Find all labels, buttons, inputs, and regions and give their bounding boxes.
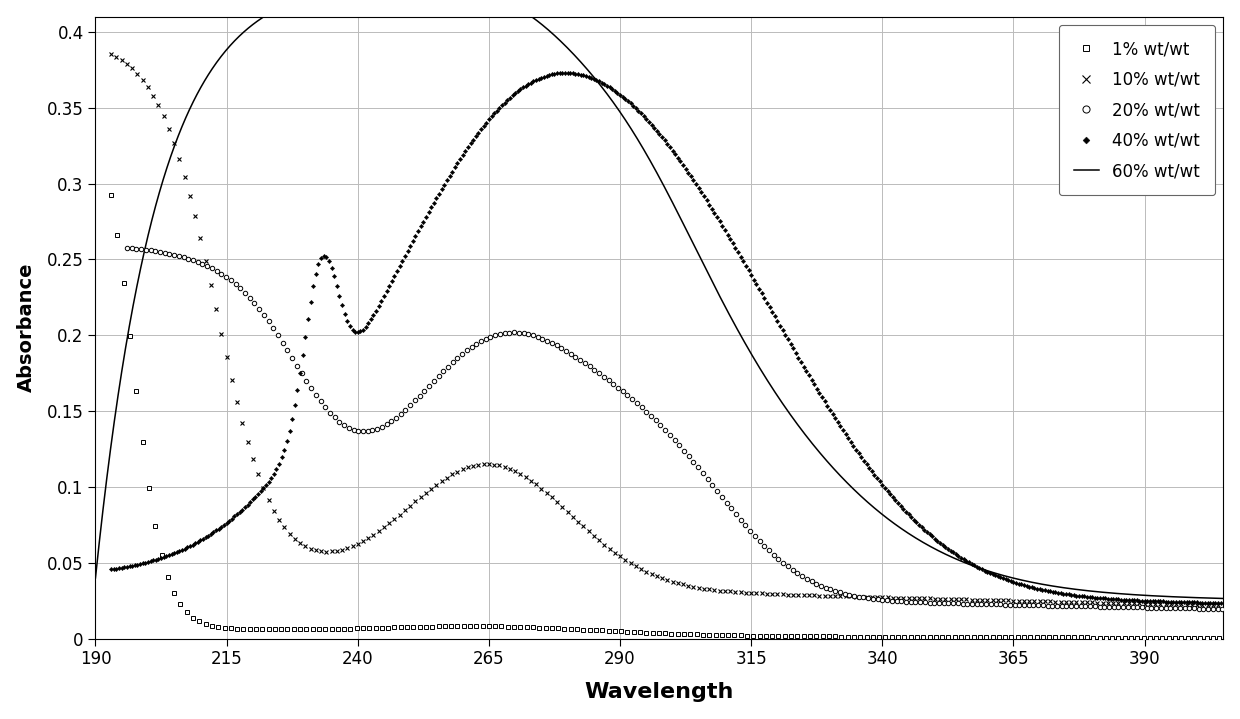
1% wt/wt <box>759 631 774 640</box>
20% wt/wt <box>1215 605 1230 613</box>
40% wt/wt <box>558 68 573 77</box>
40% wt/wt <box>730 248 745 257</box>
Line: 60% wt/wt: 60% wt/wt <box>95 0 1224 598</box>
60% wt/wt <box>730 326 745 335</box>
40% wt/wt <box>293 369 308 377</box>
40% wt/wt <box>1213 599 1228 608</box>
1% wt/wt <box>784 632 799 641</box>
60% wt/wt <box>221 43 236 52</box>
60% wt/wt <box>590 78 605 87</box>
1% wt/wt <box>909 633 924 641</box>
1% wt/wt <box>1048 633 1063 642</box>
1% wt/wt <box>456 622 471 631</box>
40% wt/wt <box>1071 592 1086 600</box>
10% wt/wt <box>104 50 119 58</box>
20% wt/wt <box>119 243 134 252</box>
X-axis label: Wavelength: Wavelength <box>585 682 734 702</box>
40% wt/wt <box>104 565 119 574</box>
20% wt/wt <box>332 417 347 426</box>
10% wt/wt <box>187 212 202 221</box>
10% wt/wt <box>923 594 937 603</box>
20% wt/wt <box>879 596 894 605</box>
1% wt/wt <box>104 191 119 199</box>
60% wt/wt <box>1216 594 1231 603</box>
40% wt/wt <box>1027 584 1042 592</box>
10% wt/wt <box>1053 597 1068 606</box>
20% wt/wt <box>403 400 418 409</box>
60% wt/wt <box>568 51 583 60</box>
10% wt/wt <box>639 567 653 576</box>
Line: 10% wt/wt: 10% wt/wt <box>109 51 1220 608</box>
60% wt/wt <box>88 574 103 582</box>
40% wt/wt <box>1184 598 1199 607</box>
10% wt/wt <box>161 124 176 133</box>
20% wt/wt <box>756 541 771 550</box>
10% wt/wt <box>1210 601 1225 610</box>
20% wt/wt <box>946 599 961 608</box>
1% wt/wt <box>1211 633 1226 642</box>
Y-axis label: Absorbance: Absorbance <box>16 263 36 393</box>
60% wt/wt <box>175 121 190 129</box>
Line: 20% wt/wt: 20% wt/wt <box>125 245 1225 611</box>
Line: 40% wt/wt: 40% wt/wt <box>109 71 1223 605</box>
40% wt/wt <box>862 464 877 472</box>
60% wt/wt <box>611 105 626 114</box>
Line: 1% wt/wt: 1% wt/wt <box>109 193 1221 640</box>
20% wt/wt <box>1092 603 1107 611</box>
Legend: 1% wt/wt, 10% wt/wt, 20% wt/wt, 40% wt/wt, 60% wt/wt: 1% wt/wt, 10% wt/wt, 20% wt/wt, 40% wt/w… <box>1059 25 1215 195</box>
10% wt/wt <box>890 593 905 602</box>
1% wt/wt <box>419 623 434 631</box>
